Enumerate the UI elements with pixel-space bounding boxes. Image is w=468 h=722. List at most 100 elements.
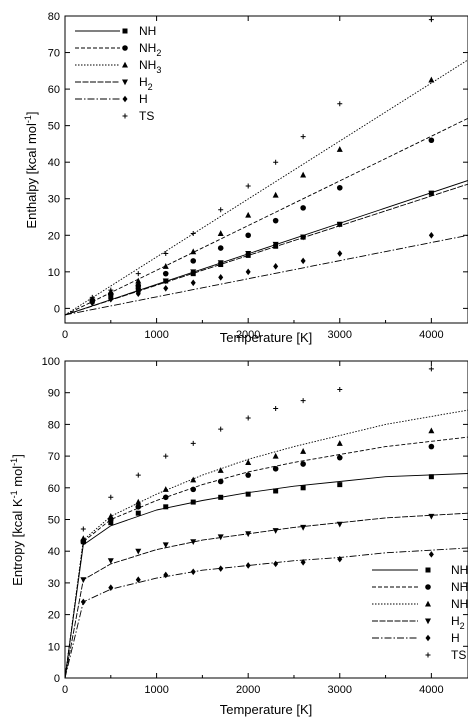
series-h-point	[190, 568, 196, 576]
series-nh-point	[245, 491, 251, 497]
series-ts-point	[300, 398, 306, 404]
series-nh2-point	[428, 137, 435, 144]
series-h-point	[108, 584, 114, 591]
series-ts-point	[163, 251, 169, 257]
legend-h2-marker	[425, 618, 431, 625]
series-nh2-point	[190, 486, 197, 493]
series-nh3-point	[272, 191, 279, 198]
x-tick-label: 2000	[236, 684, 260, 696]
series-nh2-point	[428, 443, 435, 450]
series-h2-point	[336, 221, 343, 228]
series-h-point	[337, 250, 343, 257]
series-ts-point	[190, 230, 196, 236]
legend-nh3-marker	[122, 61, 128, 68]
series-nh3-point	[245, 459, 252, 465]
series-h-point	[218, 565, 224, 572]
series-nh3-point	[217, 230, 224, 236]
series-h2-point	[272, 241, 279, 248]
y-tick-label: 70	[48, 48, 60, 60]
legend-nh-marker	[122, 28, 128, 34]
series-h2-line	[65, 512, 468, 678]
legend-nh2-label: NH2	[139, 41, 161, 58]
series-h-point	[135, 290, 141, 298]
series-nh-line	[65, 180, 468, 316]
y-tick-label: 40	[48, 546, 60, 558]
series-h-point	[163, 571, 169, 579]
series-nh3-point	[162, 486, 169, 492]
series-ts-point	[273, 406, 279, 412]
legend-ts-label: TS	[451, 648, 466, 662]
plot-frame	[64, 15, 468, 324]
legend-nh-label: NH	[451, 563, 468, 577]
series-ts-point	[300, 134, 306, 140]
axis-ticks: 0 1000 2000 3000 4000 0 10 20 30 40 50 60 70 80 90 100	[42, 356, 468, 696]
y-tick-label: 40	[48, 157, 60, 169]
legend-nh3-label: NH3	[139, 58, 161, 75]
y-tick-label: 80	[48, 419, 60, 431]
legend-nh2-marker	[425, 584, 431, 590]
x-axis-label: Temperature [K]	[220, 702, 313, 717]
entropy-chart: 0 1000 2000 3000 40000102030405060708090100 …	[9, 356, 468, 717]
y-axis-label: Enthalpy [kcal mol-1]	[23, 111, 39, 228]
plot-frame	[64, 360, 468, 679]
series-h-point	[80, 598, 86, 606]
series-ts-point	[108, 494, 114, 500]
legend-nh2-label: NH2	[451, 580, 468, 597]
series-nh2-line	[65, 436, 468, 678]
series-nh3-line	[65, 59, 468, 316]
series-h2-point	[428, 513, 435, 520]
series-h2-point	[300, 524, 307, 531]
x-tick-label: 1000	[144, 684, 168, 696]
series-nh2-point	[162, 270, 169, 277]
series-h2-point	[336, 521, 343, 528]
legend-ts-marker	[122, 113, 128, 119]
series-nh2-point	[135, 504, 142, 510]
series-nh-point	[163, 504, 169, 510]
legend-h2-marker	[122, 79, 128, 86]
x-tick-label: 2000	[236, 329, 260, 341]
series-nh2-line	[65, 117, 468, 316]
series-ts-point	[135, 271, 141, 277]
series-ts-point	[135, 472, 141, 478]
series-h-point	[300, 558, 306, 566]
y-tick-label: 90	[48, 388, 60, 400]
series-ts-point	[428, 17, 434, 23]
series-nh2-point	[217, 478, 224, 485]
y-tick-label: 10	[48, 267, 60, 279]
axis-ticks: 0 1000 2000 3000 4000 0 10 20 30 40 50 60 70 80	[48, 11, 468, 341]
series-h2-point	[80, 577, 87, 584]
series-ts-point	[245, 415, 251, 421]
series-nh-point	[273, 488, 279, 494]
x-tick-label: 4000	[419, 329, 443, 341]
legend-ts-marker	[425, 652, 431, 658]
series-h-point	[245, 562, 251, 569]
series-h2-point	[428, 190, 435, 197]
series-nh-point	[190, 499, 196, 505]
series-nh3-point	[300, 448, 307, 454]
y-tick-label: 30	[48, 194, 60, 206]
series-h2-point	[162, 542, 169, 549]
series-h-point	[300, 257, 306, 265]
series-nh3-point	[190, 248, 197, 255]
y-tick-label: 50	[48, 515, 60, 527]
series-nh3-point	[428, 76, 435, 83]
legend-ts-label: TS	[139, 109, 154, 123]
x-tick-label: 0	[62, 684, 68, 696]
series-ts-point	[80, 526, 86, 532]
series-nh3-point	[190, 476, 197, 483]
series-h2-point	[217, 260, 224, 266]
y-tick-label: 20	[48, 610, 60, 622]
series-h-point	[428, 231, 434, 239]
series-nh2-point	[300, 205, 306, 211]
series-nh3-line	[65, 409, 468, 678]
x-axis-label: Temperature [K]	[220, 330, 313, 345]
y-tick-label: 30	[48, 578, 60, 590]
series-h-point	[218, 274, 224, 281]
series-h2-point	[107, 558, 114, 565]
enthalpy-chart: 0 1000 2000 3000 4000 0 10 20 30 40 50 60 70 80 NH NH2…	[23, 11, 468, 345]
series-h-point	[190, 279, 196, 287]
series-h2-point	[135, 548, 142, 555]
series-h2-point	[272, 528, 279, 534]
series-nh2-point	[245, 472, 251, 478]
